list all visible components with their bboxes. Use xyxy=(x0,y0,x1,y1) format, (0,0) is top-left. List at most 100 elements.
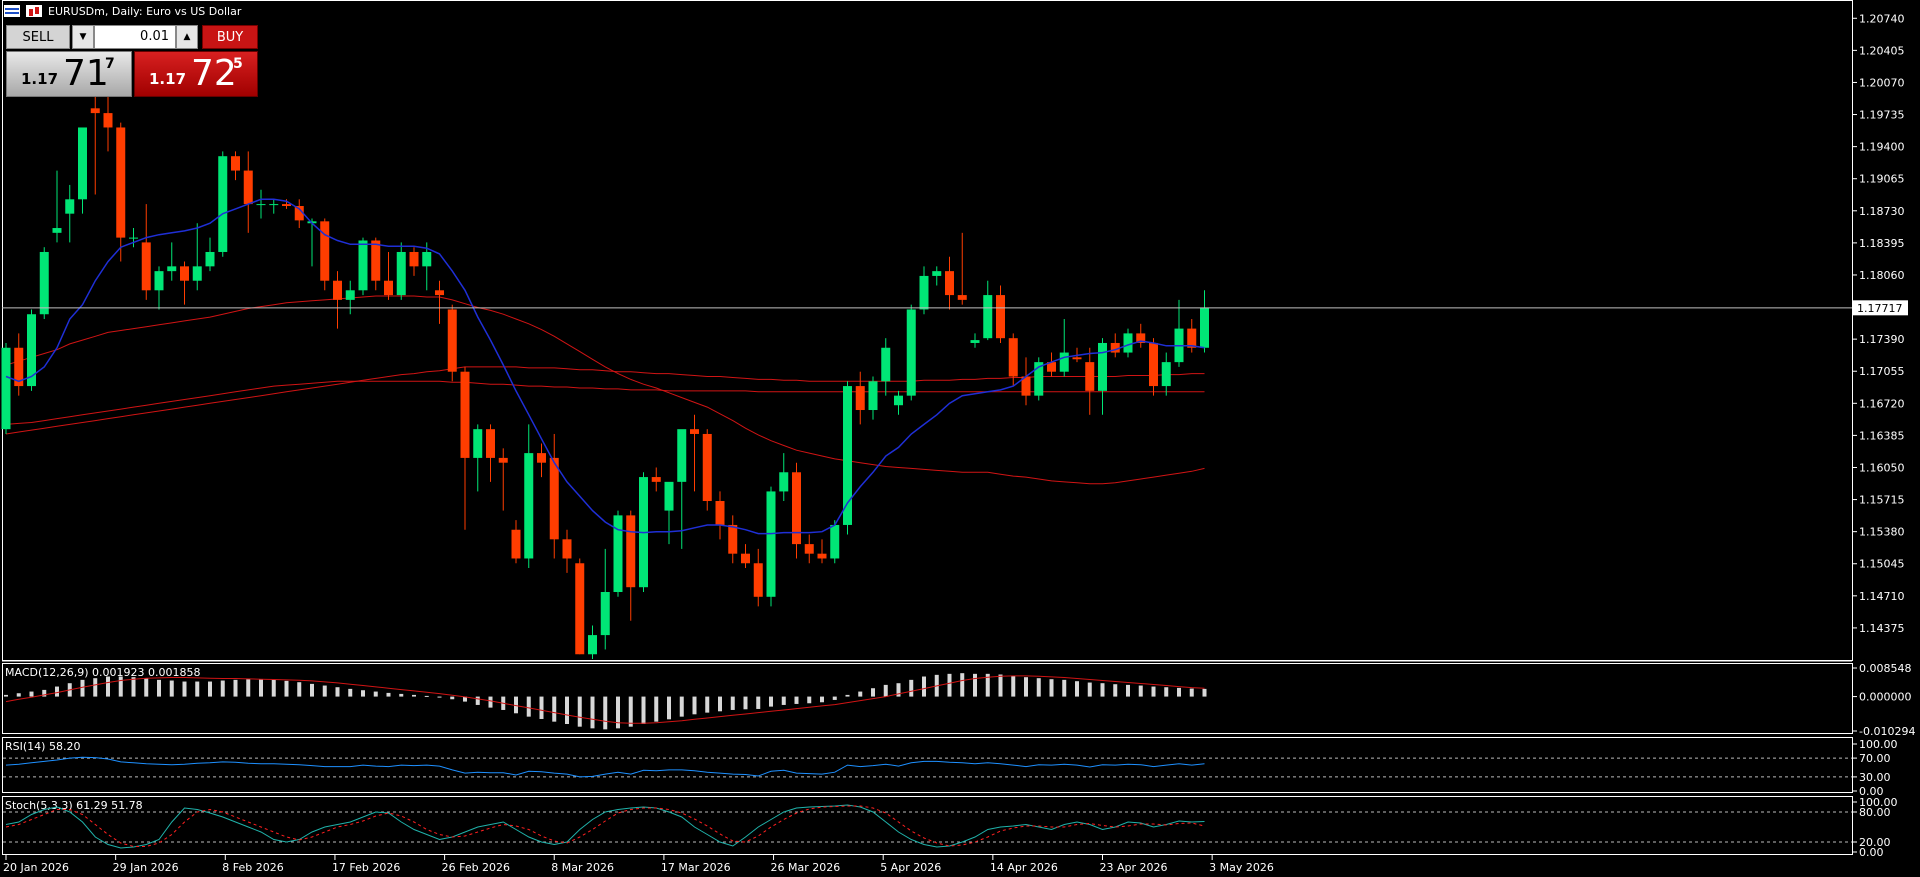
candle-body xyxy=(27,314,36,387)
price-tick-label: 1.16050 xyxy=(1859,461,1905,474)
sell-price-main: 71 xyxy=(63,53,109,94)
macd-bar xyxy=(552,696,557,722)
macd-bar xyxy=(131,677,136,697)
candle-body xyxy=(473,429,483,458)
candle-body xyxy=(1200,307,1209,348)
macd-bar xyxy=(667,696,671,720)
macd-histogram xyxy=(4,673,1207,730)
sell-price-button[interactable]: 1.17 71 7 xyxy=(6,51,132,97)
macd-bar xyxy=(1113,684,1118,697)
macd-bar xyxy=(1011,675,1016,697)
sell-button[interactable]: SELL xyxy=(6,25,70,49)
chevron-up-icon: ▲ xyxy=(183,32,191,42)
macd-axis: 0.008548 0.000000 -0.010294 xyxy=(1852,662,1915,738)
price-panel-frame xyxy=(2,0,1853,661)
candle-body xyxy=(294,206,304,221)
candle-body xyxy=(919,275,929,310)
price-tick-label: 1.16720 xyxy=(1859,397,1905,410)
price-tick-label: 1.16385 xyxy=(1859,429,1905,442)
rsi-tick-label: 100.00 xyxy=(1859,738,1898,751)
candle-body xyxy=(116,127,126,238)
macd-bar xyxy=(820,696,824,703)
candle-body xyxy=(970,340,980,343)
candle-body xyxy=(626,515,636,588)
price-tick-label: 1.19735 xyxy=(1859,109,1905,122)
candle-body xyxy=(651,477,661,482)
candle-body xyxy=(702,433,712,502)
candle-body xyxy=(945,271,954,296)
macd-bar xyxy=(641,696,646,724)
date-tick-label: 5 Apr 2026 xyxy=(880,861,941,874)
buy-price-button[interactable]: 1.17 72 5 xyxy=(134,51,258,97)
candle-body xyxy=(741,553,750,564)
candle-body xyxy=(753,563,763,597)
macd-bar xyxy=(220,680,225,697)
lot-size-input[interactable]: 0.01 xyxy=(94,25,176,49)
rsi-tick-label: 0.00 xyxy=(1859,785,1884,798)
macd-bar xyxy=(1177,687,1181,697)
sell-price-pip: 7 xyxy=(105,56,115,72)
chevron-down-icon: ▼ xyxy=(79,32,87,42)
candle-body xyxy=(855,386,865,411)
date-tick-label: 26 Mar 2026 xyxy=(771,861,841,874)
candle-body xyxy=(728,524,738,554)
candle-body xyxy=(932,271,942,276)
macd-bar xyxy=(42,689,47,697)
macd-bar xyxy=(1138,685,1143,697)
macd-bar xyxy=(1087,682,1092,697)
macd-bar xyxy=(781,696,786,705)
stoch-levels xyxy=(3,811,1852,843)
candle-body xyxy=(575,563,585,655)
candle-body xyxy=(1110,342,1120,353)
candle-body xyxy=(243,170,253,205)
candle-body xyxy=(78,127,87,200)
candle-body xyxy=(983,295,993,339)
macd-bar xyxy=(692,696,697,715)
macd-bar xyxy=(4,694,8,697)
rsi-levels xyxy=(3,757,1852,778)
candle-body xyxy=(384,280,393,296)
macd-bar xyxy=(488,696,493,708)
macd-bar xyxy=(1024,677,1028,697)
current-price-text: 1.17717 xyxy=(1857,302,1903,315)
candle-body xyxy=(1098,342,1107,391)
date-tick-label: 14 Apr 2026 xyxy=(990,861,1058,874)
candle-body xyxy=(868,381,878,411)
ma-slow-line-1 xyxy=(5,366,1205,435)
candle-body xyxy=(231,156,240,171)
lot-increase-button[interactable]: ▲ xyxy=(176,25,198,49)
macd-bar xyxy=(998,674,1003,697)
macd-bar xyxy=(412,694,416,697)
candle-body xyxy=(537,453,546,463)
macd-bar xyxy=(310,683,314,697)
candle-body xyxy=(205,251,215,267)
buy-button[interactable]: BUY xyxy=(202,25,258,49)
macd-bar xyxy=(883,684,888,697)
chart-icon[interactable] xyxy=(26,5,42,17)
macd-bar xyxy=(526,696,531,717)
macd-bar xyxy=(271,679,276,697)
macd-bar xyxy=(1189,688,1194,697)
candle-body xyxy=(1008,338,1018,377)
macd-bar xyxy=(106,676,110,697)
candle-body xyxy=(422,251,432,267)
candle-body xyxy=(957,295,967,300)
macd-bar xyxy=(922,676,926,697)
menu-icon[interactable] xyxy=(4,5,20,17)
macd-bar xyxy=(322,685,327,697)
candle-body xyxy=(192,266,202,281)
candle-body xyxy=(511,529,521,559)
date-tick-label: 3 May 2026 xyxy=(1209,861,1274,874)
candle-body xyxy=(1047,362,1056,372)
macd-bar xyxy=(335,687,340,697)
date-tick-label: 29 Jan 2026 xyxy=(113,861,179,874)
macd-bar xyxy=(80,679,85,697)
lot-decrease-button[interactable]: ▼ xyxy=(72,25,94,49)
date-tick-label: 23 Apr 2026 xyxy=(1100,861,1168,874)
price-tick-label: 1.18060 xyxy=(1859,269,1905,282)
price-tick-label: 1.19065 xyxy=(1859,173,1905,186)
candle-body xyxy=(435,290,444,296)
candle-body xyxy=(129,237,138,239)
candle-body xyxy=(486,429,495,458)
